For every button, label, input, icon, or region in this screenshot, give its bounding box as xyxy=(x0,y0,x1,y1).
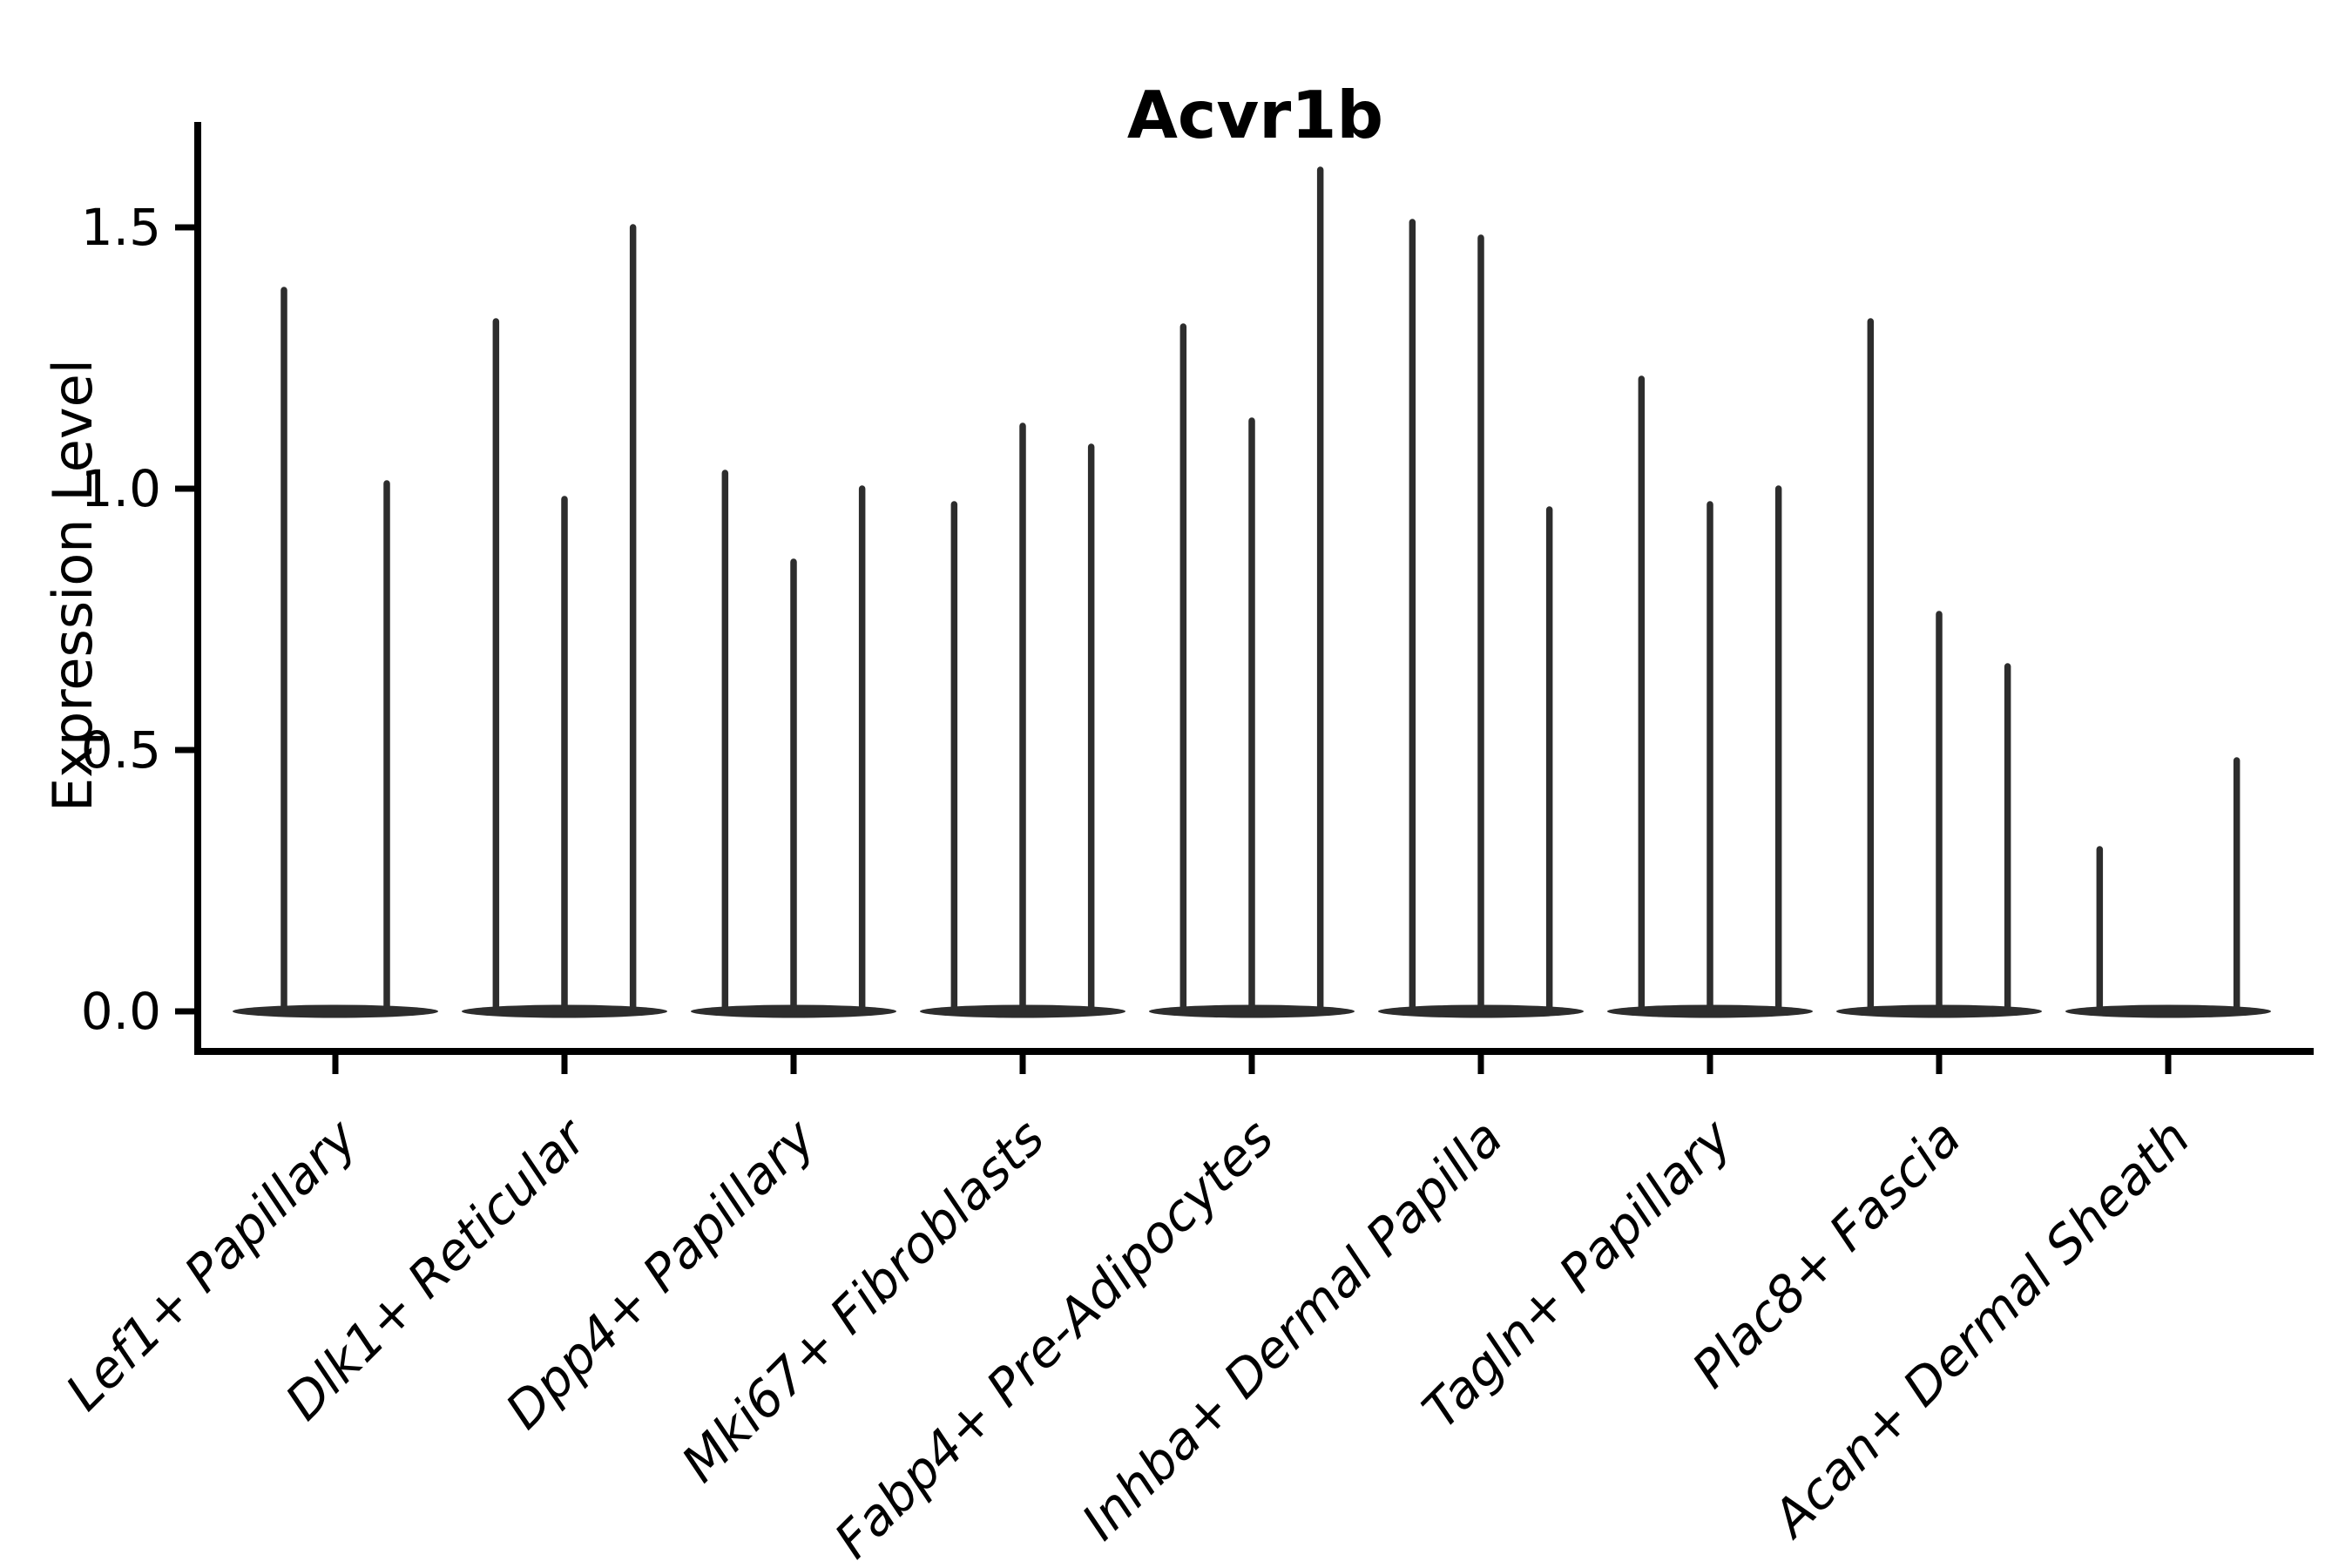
violin-base xyxy=(233,1004,438,1018)
y-axis-ticks: 0.0 0.5 1.0 1.5 xyxy=(81,198,198,1041)
x-tick-label: Acan+ Dermal Sheath xyxy=(1759,1108,2201,1551)
x-tick-label: Fabp4+ Pre-Adipocytes xyxy=(823,1108,1285,1568)
y-tick-label: 0.0 xyxy=(81,982,161,1041)
y-axis-title: Expression Level xyxy=(41,359,105,812)
violins xyxy=(233,166,2271,1018)
chart-title: Acvr1b xyxy=(1127,77,1383,153)
y-tick-label: 0.5 xyxy=(81,720,161,780)
x-tick-label: Inhba+ Dermal Papilla xyxy=(1071,1108,1514,1551)
y-tick-label: 1.0 xyxy=(81,459,161,518)
y-tick-label: 1.5 xyxy=(81,198,161,257)
violin-base xyxy=(2065,1004,2271,1018)
